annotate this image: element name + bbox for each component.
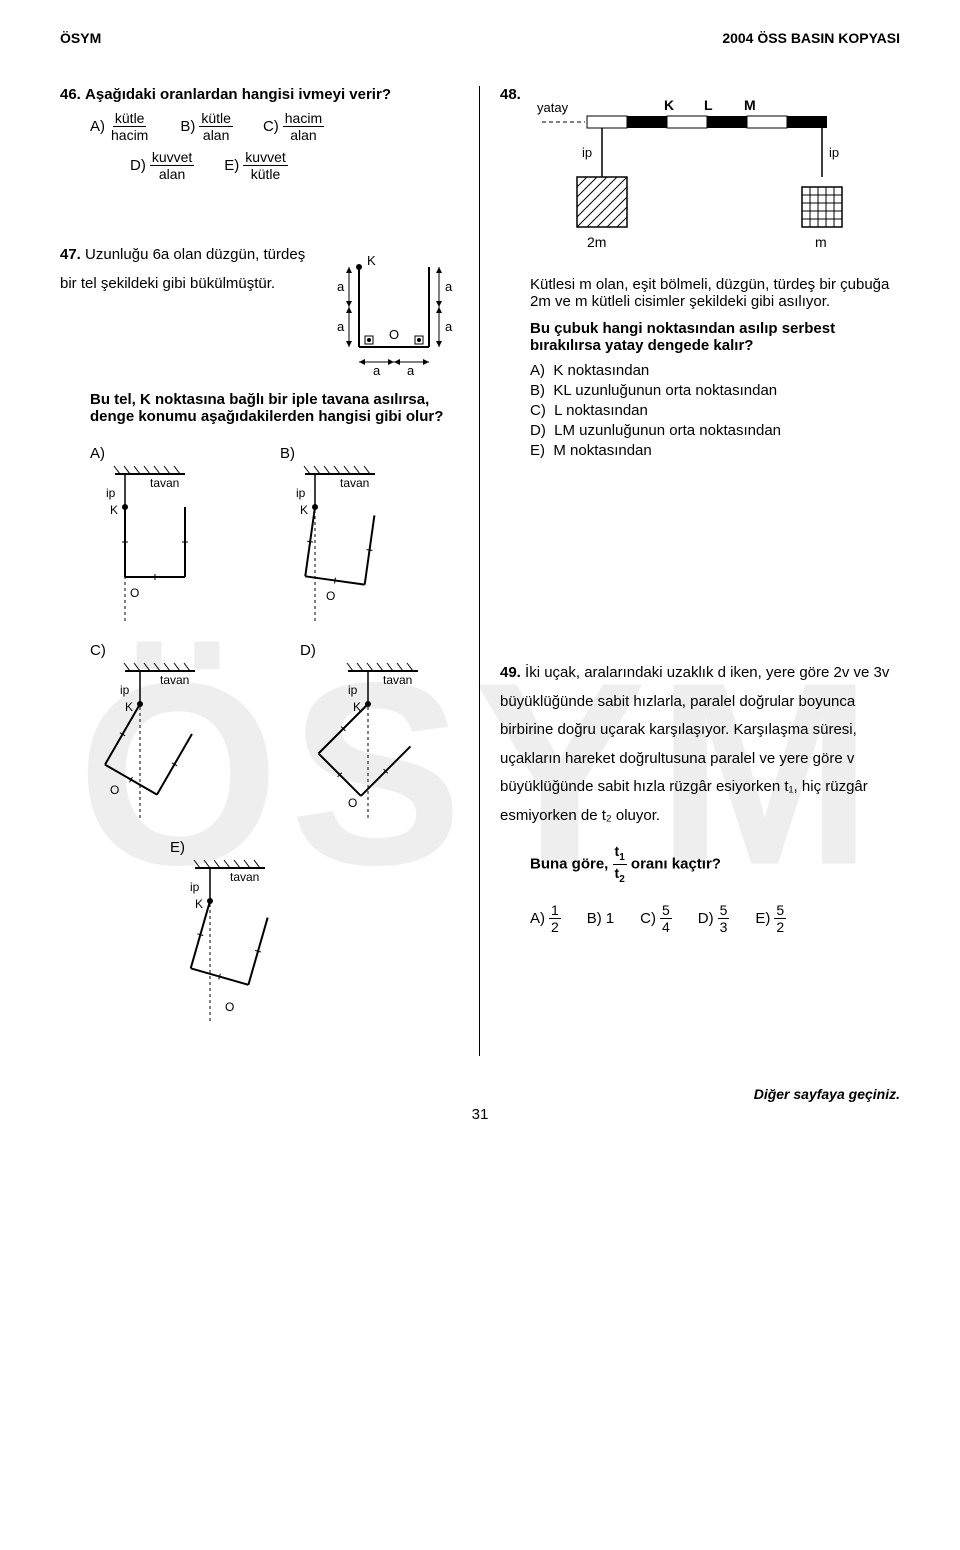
q47-stem1: Uzunluğu 6a olan düzgün, türdeş bir tel … (60, 246, 305, 292)
svg-text:O: O (110, 783, 119, 797)
svg-text:a: a (337, 319, 345, 334)
q47-opt-a: A) tavan ip K (90, 445, 220, 632)
footer-note: Diğer sayfaya geçiniz. (60, 1086, 900, 1102)
page-number: 31 (60, 1106, 900, 1123)
svg-text:L: L (704, 97, 713, 113)
question-48: 48. yatay (500, 86, 900, 459)
svg-text:a: a (373, 363, 381, 377)
svg-text:ip: ip (106, 486, 116, 500)
svg-text:M: M (744, 97, 756, 113)
q49-number: 49. (500, 664, 521, 681)
q46-text: Aşağıdaki oranlardan hangisi ivmeyi veri… (85, 86, 391, 103)
svg-text:K: K (110, 503, 118, 517)
q47-opt-d: D) tavan ip K (300, 642, 460, 829)
q46-opt-d: D) kuvvetalan (130, 150, 194, 181)
q48-stem1: Kütlesi m olan, eşit bölmeli, düzgün, tü… (530, 276, 900, 310)
svg-text:K: K (300, 503, 308, 517)
svg-text:tavan: tavan (160, 673, 189, 687)
q49-text: İki uçak, aralarındaki uzaklık d iken, y… (500, 664, 889, 824)
header-right: 2004 ÖSS BASIN KOPYASI (722, 30, 900, 46)
q46-opt-e: E) kuvvetkütle (224, 150, 287, 181)
q47-number: 47. (60, 246, 81, 263)
svg-text:tavan: tavan (230, 870, 259, 884)
q49-opt-d: D) 53 (698, 903, 730, 934)
page-header: ÖSYM 2004 ÖSS BASIN KOPYASI (60, 30, 900, 46)
q48-answers: A) K noktasından B) KL uzunluğunun orta … (500, 362, 900, 459)
q48-stem2: Bu çubuk hangi noktasından asılıp serbes… (530, 320, 900, 354)
svg-text:tavan: tavan (150, 476, 179, 490)
question-46: 46. Aşağıdaki oranlardan hangisi ivmeyi … (60, 86, 459, 181)
svg-text:ip: ip (190, 880, 200, 894)
q46-number: 46. (60, 86, 81, 103)
question-49: 49. İki uçak, aralarındaki uzaklık d ike… (500, 659, 900, 934)
q47-opt-c: C) tavan ip K (90, 642, 240, 829)
svg-text:K: K (367, 253, 376, 268)
svg-text:K: K (195, 897, 203, 911)
svg-text:ip: ip (120, 683, 130, 697)
svg-text:2m: 2m (587, 234, 606, 250)
svg-text:K: K (664, 97, 674, 113)
q47-stem2: Bu tel, K noktasına bağlı bir iple tavan… (90, 391, 459, 425)
svg-text:m: m (815, 234, 827, 250)
svg-text:K: K (125, 700, 133, 714)
q49-opt-a: A) 12 (530, 903, 561, 934)
svg-text:O: O (389, 327, 399, 342)
q49-ratio: t1 t2 (613, 844, 627, 885)
q46-opt-c: C) hacimalan (263, 111, 324, 142)
q49-opt-e: E) 52 (755, 903, 786, 934)
svg-text:tavan: tavan (383, 673, 412, 687)
q47-opt-b: B) tavan ip K (280, 445, 410, 632)
svg-text:a: a (337, 279, 345, 294)
svg-text:a: a (445, 279, 453, 294)
svg-text:O: O (225, 1000, 234, 1014)
svg-text:a: a (407, 363, 415, 377)
svg-text:ip: ip (348, 683, 358, 697)
svg-text:ip: ip (582, 145, 592, 160)
q49-opt-c: C) 54 (640, 903, 672, 934)
q47-opt-e: E) tavan ip K (170, 839, 459, 1026)
svg-text:tavan: tavan (340, 476, 369, 490)
q47-u-shape-diagram: K a a a a a a O (319, 247, 459, 377)
svg-text:O: O (348, 796, 357, 810)
question-47: 47. Uzunluğu 6a olan düzgün, türdeş bir … (60, 241, 459, 1026)
q46-opt-b: B) kütlealan (180, 111, 233, 142)
q48-number: 48. (500, 86, 521, 103)
q49-ask-pre: Buna göre, (530, 855, 613, 872)
header-left: ÖSYM (60, 30, 101, 46)
svg-text:a: a (445, 319, 453, 334)
q49-ask-post: oranı kaçtır? (631, 855, 721, 872)
svg-text:ip: ip (829, 145, 839, 160)
svg-text:O: O (326, 589, 335, 603)
svg-text:yatay: yatay (537, 100, 569, 115)
q49-opt-b: B) 1 (587, 903, 614, 934)
svg-text:ip: ip (296, 486, 306, 500)
q48-bar-diagram: yatay K L M (527, 92, 900, 262)
q46-opt-a: A) kütlehacim (90, 111, 150, 142)
svg-text:O: O (130, 586, 139, 600)
